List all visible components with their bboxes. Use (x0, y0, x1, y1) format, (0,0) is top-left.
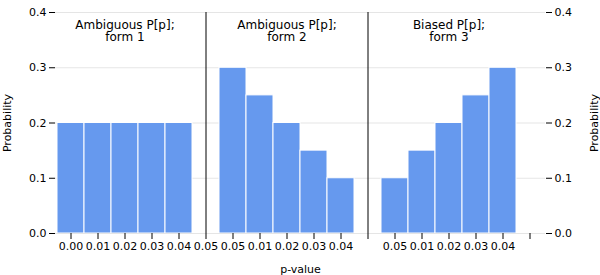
svg-text:0.04: 0.04 (491, 240, 516, 253)
svg-text:0.02: 0.02 (437, 240, 462, 253)
svg-text:0.04: 0.04 (329, 240, 354, 253)
svg-text:Ambiguous P[p];form 1: Ambiguous P[p];form 1 (75, 18, 174, 44)
svg-text:0.04: 0.04 (167, 240, 192, 253)
svg-text:0.3: 0.3 (29, 61, 47, 74)
svg-text:Ambiguous P[p];form 2: Ambiguous P[p];form 2 (237, 18, 336, 44)
svg-text:0.1: 0.1 (555, 172, 573, 185)
svg-text:0.0: 0.0 (555, 227, 573, 240)
svg-text:0.01: 0.01 (248, 240, 273, 253)
svg-text:0.3: 0.3 (555, 61, 573, 74)
svg-text:0.4: 0.4 (29, 6, 47, 19)
svg-text:0.2: 0.2 (29, 117, 47, 130)
svg-text:Biased P[p];form 3: Biased P[p];form 3 (413, 18, 485, 44)
svg-text:0.02: 0.02 (275, 240, 300, 253)
svg-text:0.0: 0.0 (29, 227, 47, 240)
svg-text:0.2: 0.2 (555, 117, 573, 130)
svg-text:0.05: 0.05 (194, 240, 219, 253)
svg-text:0.03: 0.03 (464, 240, 489, 253)
svg-text:0.01: 0.01 (86, 240, 111, 253)
svg-text:0.00: 0.00 (59, 240, 84, 253)
svg-text:0.05: 0.05 (221, 240, 246, 253)
svg-text:Probability: Probability (588, 93, 600, 152)
svg-text:0.02: 0.02 (113, 240, 138, 253)
svg-text:0.03: 0.03 (140, 240, 165, 253)
svg-text:0.1: 0.1 (29, 172, 47, 185)
svg-text:0.03: 0.03 (302, 240, 327, 253)
svg-text:p-value: p-value (280, 263, 321, 275)
svg-text:0.01: 0.01 (410, 240, 435, 253)
svg-text:0.05: 0.05 (383, 240, 408, 253)
svg-text:Probability: Probability (1, 93, 14, 152)
svg-text:0.4: 0.4 (555, 6, 573, 19)
